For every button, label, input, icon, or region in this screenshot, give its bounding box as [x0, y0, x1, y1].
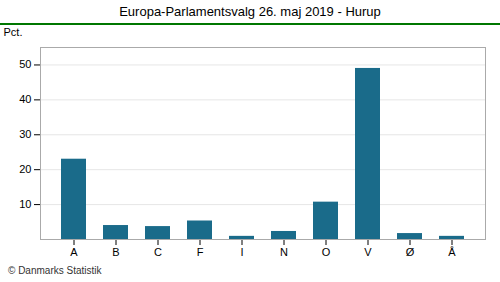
svg-text:C: C [154, 246, 162, 258]
svg-text:N: N [280, 246, 288, 258]
svg-text:F: F [197, 246, 204, 258]
svg-text:40: 40 [19, 93, 31, 105]
svg-text:I: I [240, 246, 243, 258]
svg-text:30: 30 [19, 128, 31, 140]
svg-text:10: 10 [19, 198, 31, 210]
svg-text:20: 20 [19, 163, 31, 175]
svg-text:O: O [322, 246, 331, 258]
svg-text:Ø: Ø [406, 246, 415, 258]
svg-text:B: B [112, 246, 119, 258]
svg-text:Pct.: Pct. [4, 26, 23, 38]
svg-text:A: A [70, 246, 78, 258]
html-text:© Danmarks Statistik: © Danmarks Statistik [8, 265, 102, 276]
svg-text:V: V [364, 246, 372, 258]
svg-text:50: 50 [19, 58, 31, 70]
svg-text:Å: Å [448, 246, 456, 258]
html-text:Europa-Parlamentsvalg 26. maj: Europa-Parlamentsvalg 26. maj 2019 - Hur… [119, 4, 381, 19]
